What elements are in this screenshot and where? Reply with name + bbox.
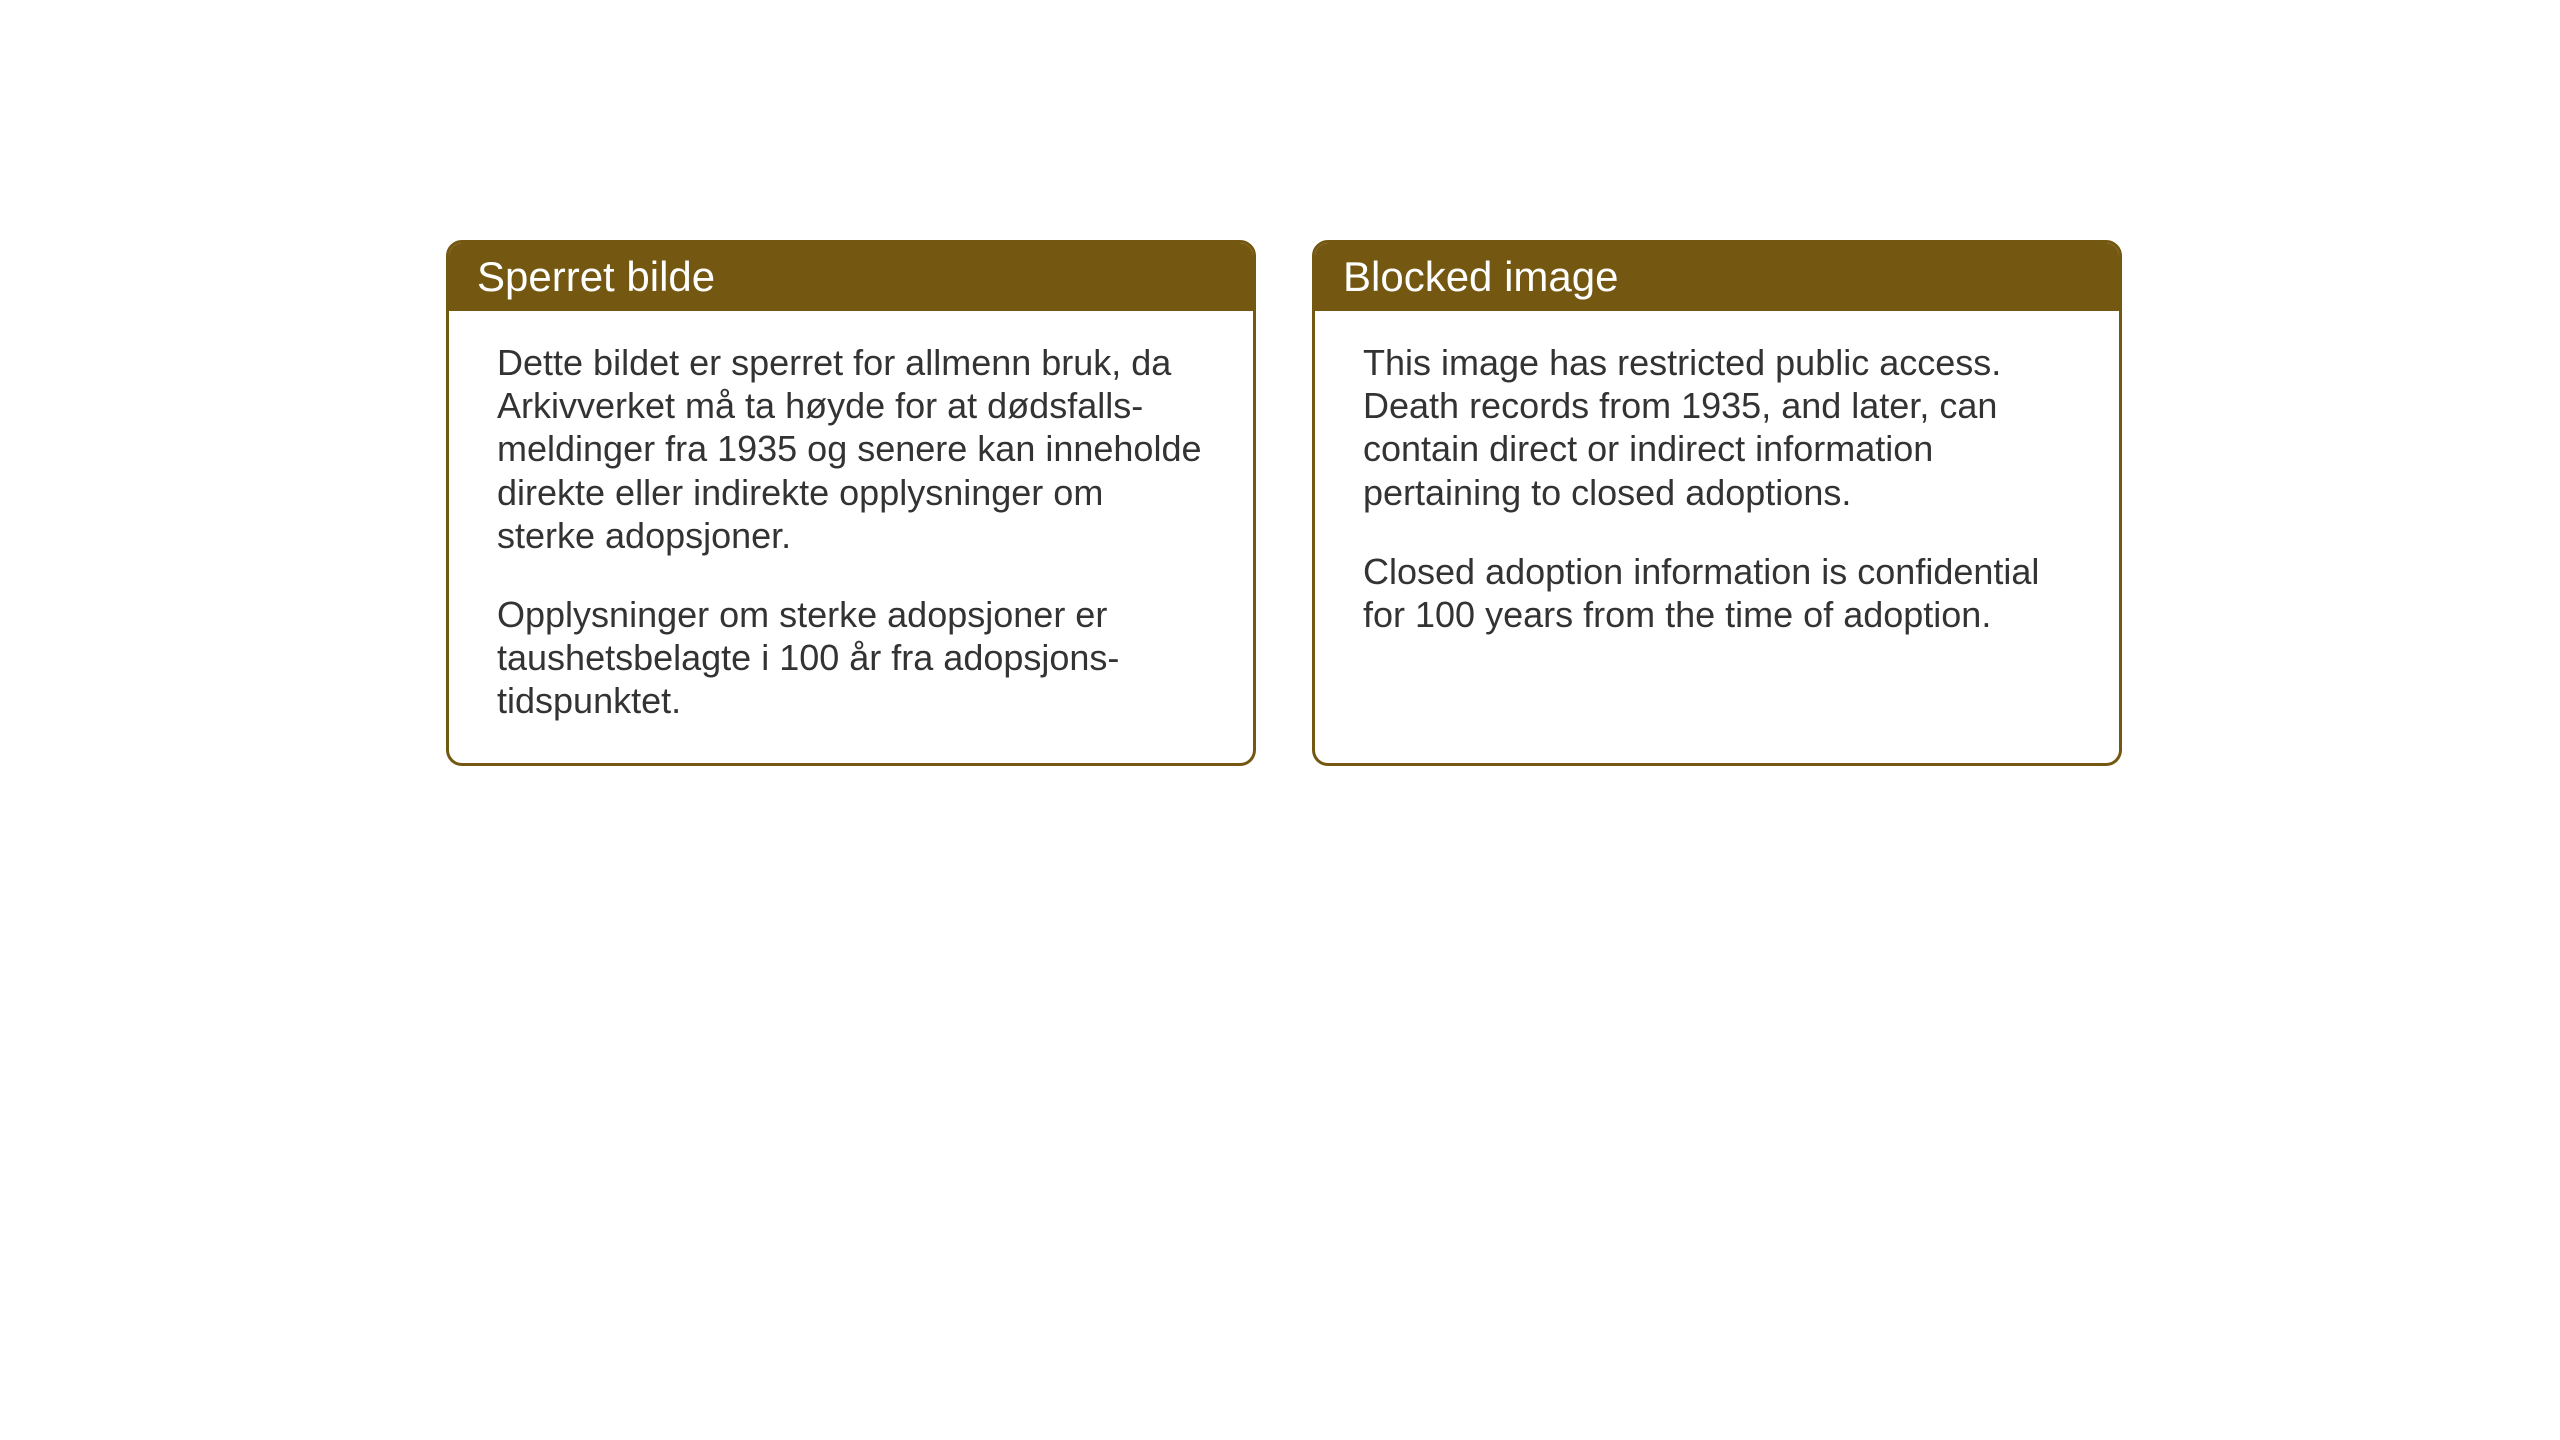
- english-notice-title: Blocked image: [1343, 253, 1618, 300]
- norwegian-notice-header: Sperret bilde: [449, 243, 1253, 311]
- english-paragraph-1: This image has restricted public access.…: [1363, 341, 2071, 514]
- english-notice-body: This image has restricted public access.…: [1315, 311, 2119, 751]
- norwegian-notice-box: Sperret bilde Dette bildet er sperret fo…: [446, 240, 1256, 766]
- norwegian-notice-title: Sperret bilde: [477, 253, 715, 300]
- english-paragraph-2: Closed adoption information is confident…: [1363, 550, 2071, 636]
- english-notice-header: Blocked image: [1315, 243, 2119, 311]
- norwegian-notice-body: Dette bildet er sperret for allmenn bruk…: [449, 311, 1253, 763]
- notices-container: Sperret bilde Dette bildet er sperret fo…: [446, 240, 2122, 766]
- norwegian-paragraph-1: Dette bildet er sperret for allmenn bruk…: [497, 341, 1205, 557]
- norwegian-paragraph-2: Opplysninger om sterke adopsjoner er tau…: [497, 593, 1205, 723]
- english-notice-box: Blocked image This image has restricted …: [1312, 240, 2122, 766]
